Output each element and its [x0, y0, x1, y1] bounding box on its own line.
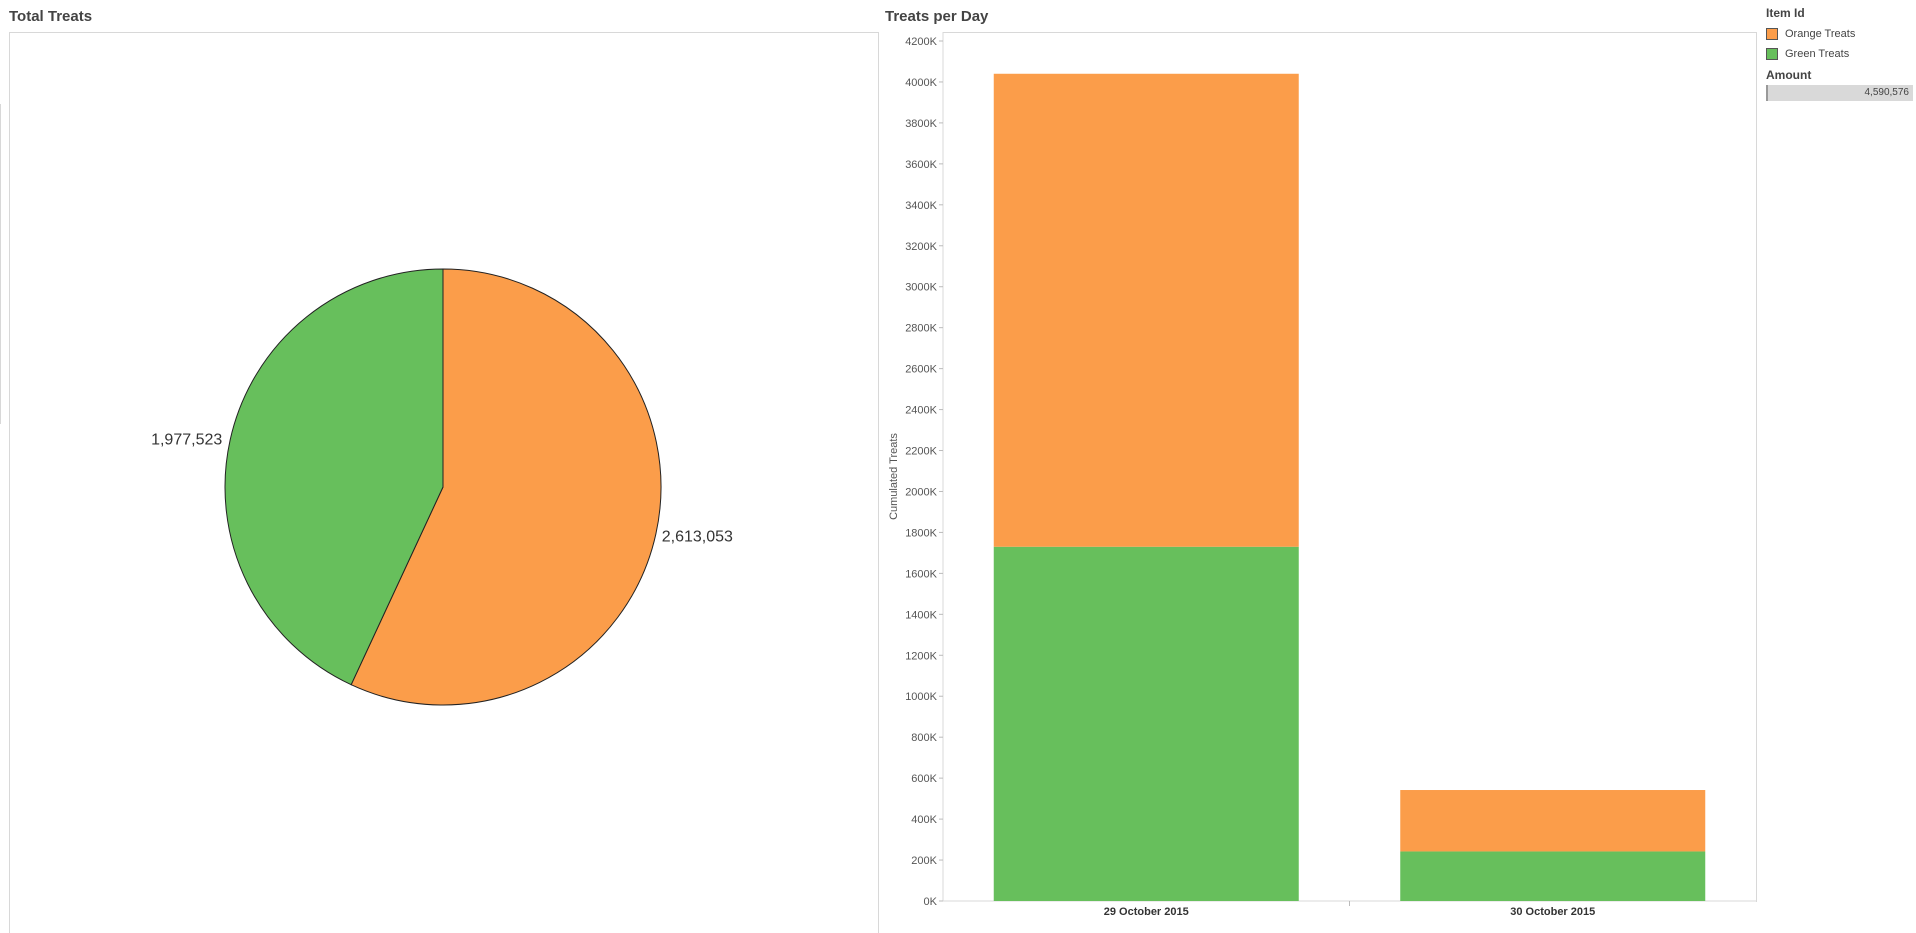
y-tick-label: 3400K [905, 200, 937, 212]
green-swatch-icon [1766, 48, 1778, 60]
bar-green-treats-2[interactable] [1400, 851, 1706, 901]
legend: Item Id Orange Treats Green Treats Amoun… [1766, 6, 1916, 101]
y-tick-label: 200K [911, 855, 937, 867]
y-tick-label: 4200K [905, 36, 937, 48]
y-tick-label: 2000K [905, 486, 937, 498]
legend-item-green[interactable]: Green Treats [1766, 44, 1916, 64]
x-category-label: 29 October 2015 [1104, 906, 1189, 918]
y-tick-label: 800K [911, 732, 937, 744]
y-tick-label: 2600K [905, 364, 937, 376]
legend-item-orange[interactable]: Orange Treats [1766, 24, 1916, 44]
pie-slice-orange-treats[interactable] [350, 268, 662, 706]
y-tick-label: 3200K [905, 241, 937, 253]
y-tick-label: 2400K [905, 405, 937, 417]
y-tick-label: 400K [911, 814, 937, 826]
legend-item-label: Green Treats [1785, 48, 1850, 60]
y-tick-label: 3600K [905, 159, 937, 171]
bar-green-treats-1[interactable] [993, 546, 1299, 901]
pie-label-orange-treats: 2,613,053 [662, 528, 733, 545]
pie-slice-green-treats[interactable] [224, 268, 444, 686]
amount-title: Amount [1766, 68, 1812, 82]
y-tick-label: 2800K [905, 323, 937, 335]
y-tick-label: 600K [911, 773, 937, 785]
y-axis-label: Cumulated Treats [888, 433, 900, 520]
bar-orange-treats-1[interactable] [993, 73, 1299, 547]
y-tick-label: 2200K [905, 446, 937, 458]
pie-chart: 2,613,053 1,977,523 [151, 268, 733, 706]
bar-chart-panel [943, 32, 1757, 902]
left-divider [0, 104, 1, 424]
y-tick-label: 4000K [905, 77, 937, 89]
y-tick-label: 1600K [905, 568, 937, 580]
legend-title: Item Id [1766, 6, 1805, 20]
bar-chart: 0K 200K 400K 600K 800K 1000K 1200K 1400K 1600K 18… [888, 32, 1756, 918]
pie-label-green-treats: 1,977,523 [151, 432, 222, 449]
orange-swatch-icon [1766, 28, 1778, 40]
y-tick-label: 1200K [905, 650, 937, 662]
x-category-label: 30 October 2015 [1510, 906, 1595, 918]
y-tick-label: 0K [924, 896, 938, 908]
y-tick-label: 3800K [905, 118, 937, 130]
pie-chart-title: Total Treats [9, 8, 93, 25]
bar-chart-title: Treats per Day [885, 8, 989, 25]
y-tick-label: 1400K [905, 609, 937, 621]
pie-chart-panel [9, 32, 879, 933]
bar-orange-treats-2[interactable] [1400, 790, 1706, 852]
y-tick-label: 1000K [905, 691, 937, 703]
legend-item-label: Orange Treats [1785, 28, 1856, 40]
y-tick-label: 3000K [905, 282, 937, 294]
y-tick-label: 1800K [905, 527, 937, 539]
amount-bar[interactable]: 4,590,576 [1766, 85, 1913, 101]
